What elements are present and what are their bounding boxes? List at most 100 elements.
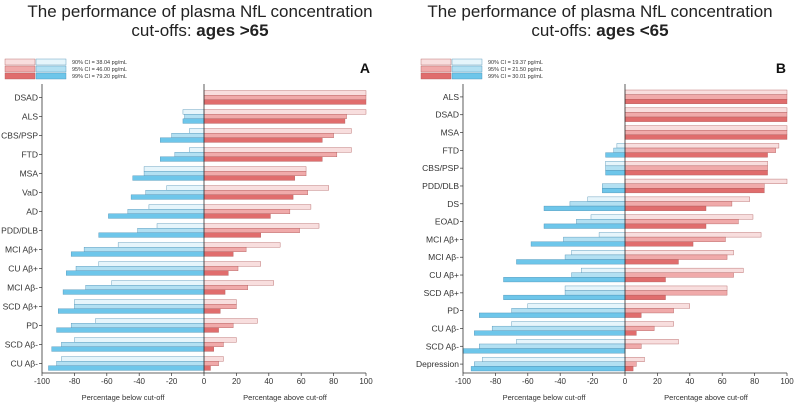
legend-entry: 99% CI = 79.20 pg/mL (72, 74, 127, 80)
bar-below (117, 242, 205, 248)
bar-above (624, 241, 694, 247)
bar-above (624, 325, 655, 331)
bar-below (70, 323, 205, 329)
bar-below (56, 361, 205, 367)
legend-swatch-red (4, 65, 36, 73)
bar-above (203, 323, 234, 329)
bar-below (184, 113, 205, 119)
chart-title-b-line2: cut-offs: ages <65 (400, 21, 800, 40)
x-tick-label: -60 (101, 377, 113, 386)
bar-below (130, 194, 205, 200)
bar-above (203, 346, 214, 352)
category-label: MCI Aβ- (7, 283, 38, 293)
bar-above (203, 185, 329, 191)
x-tick-label: -40 (554, 377, 566, 386)
bar-above (203, 342, 224, 348)
category-label: SCD Aβ+ (3, 302, 38, 312)
bar-below (569, 201, 626, 207)
bar-below (48, 365, 205, 371)
category-label: CU Aβ+ (8, 264, 38, 274)
x-tick-label: -40 (133, 377, 145, 386)
bar-above (624, 339, 679, 345)
category-label: SCD Aβ- (426, 341, 459, 351)
bar-above (203, 308, 221, 314)
bar-above (203, 151, 338, 157)
x-tick-label: -80 (69, 377, 81, 386)
bar-above (203, 280, 274, 286)
bar-above (203, 147, 352, 153)
bar-below (482, 356, 626, 362)
x-tick-label: 80 (329, 377, 338, 386)
chart-title-b-prefix: cut-offs: (531, 21, 597, 40)
bar-above (203, 266, 239, 272)
bar-above (203, 208, 291, 214)
legend-swatch-red (4, 72, 36, 80)
bar-below (85, 285, 205, 291)
bar-below (602, 188, 626, 194)
legend-entry: 95% CI = 21.50 pg/mL (488, 67, 543, 73)
bar-below (543, 223, 626, 229)
bar-below (56, 327, 205, 333)
bar-below (605, 170, 626, 176)
category-label: VaD (22, 188, 38, 198)
category-label: DSAD (14, 93, 38, 103)
category-label: MSA (441, 128, 460, 138)
bar-below (74, 337, 205, 343)
bar-above (203, 90, 367, 96)
bar-below (511, 321, 626, 327)
chart-panel-b: ALS DSAD MSA FTD CBS/PSP PDD/DLB DS EOAD MCI Aβ+… (416, 58, 794, 402)
bar-above (624, 236, 726, 242)
bar-below (616, 143, 626, 149)
bar-above (624, 330, 637, 336)
bar-above (203, 189, 308, 195)
legend-entry: 99% CI = 30.01 pg/mL (488, 74, 543, 80)
bar-above (624, 267, 744, 273)
bar-below (62, 289, 205, 295)
chart-title-b-bold: ages <65 (596, 21, 669, 40)
bar-above (203, 113, 347, 119)
legend-swatch-red (420, 65, 452, 73)
bar-below (462, 348, 626, 354)
legend-swatch-blue (35, 65, 67, 73)
category-label: PDD/DLB (422, 181, 459, 191)
category-label: PD (447, 306, 459, 316)
bar-below (581, 267, 626, 273)
bar-below (51, 346, 205, 352)
bar-above (624, 223, 707, 229)
bar-above (203, 361, 219, 367)
bar-above (624, 107, 788, 113)
category-label: CU Aβ- (10, 359, 38, 369)
x-tick-label: 40 (264, 377, 273, 386)
legend-swatch-red (420, 72, 452, 80)
bar-above (624, 321, 674, 327)
bar-below (598, 232, 626, 238)
bar-below (58, 308, 205, 314)
bar-below (613, 147, 626, 153)
bar-above (624, 285, 728, 291)
category-label: CU Aβ- (431, 323, 459, 333)
bar-above (624, 366, 634, 372)
bar-below (605, 165, 626, 171)
bar-below (516, 259, 626, 265)
category-label: CBS/PSP (422, 163, 459, 173)
bar-above (624, 308, 674, 314)
category-label: FTD (21, 150, 38, 160)
x-tick-label: 0 (623, 377, 628, 386)
bar-above (624, 205, 707, 211)
bar-above (624, 147, 776, 153)
x-tick-label: 60 (718, 377, 727, 386)
bar-below (491, 325, 626, 331)
category-label: MCI Aβ+ (5, 245, 38, 255)
bar-above (624, 165, 768, 171)
bar-above (203, 246, 247, 252)
bar-below (160, 156, 205, 162)
bar-below (564, 285, 626, 291)
bar-above (624, 294, 666, 300)
bar-above (624, 112, 788, 118)
category-label: EOAD (435, 217, 459, 227)
category-label: SCD Aβ+ (424, 288, 459, 298)
category-label: MSA (20, 169, 39, 179)
bar-above (624, 94, 788, 100)
chart-title-a: The performance of plasma NfL concentrat… (0, 2, 400, 40)
